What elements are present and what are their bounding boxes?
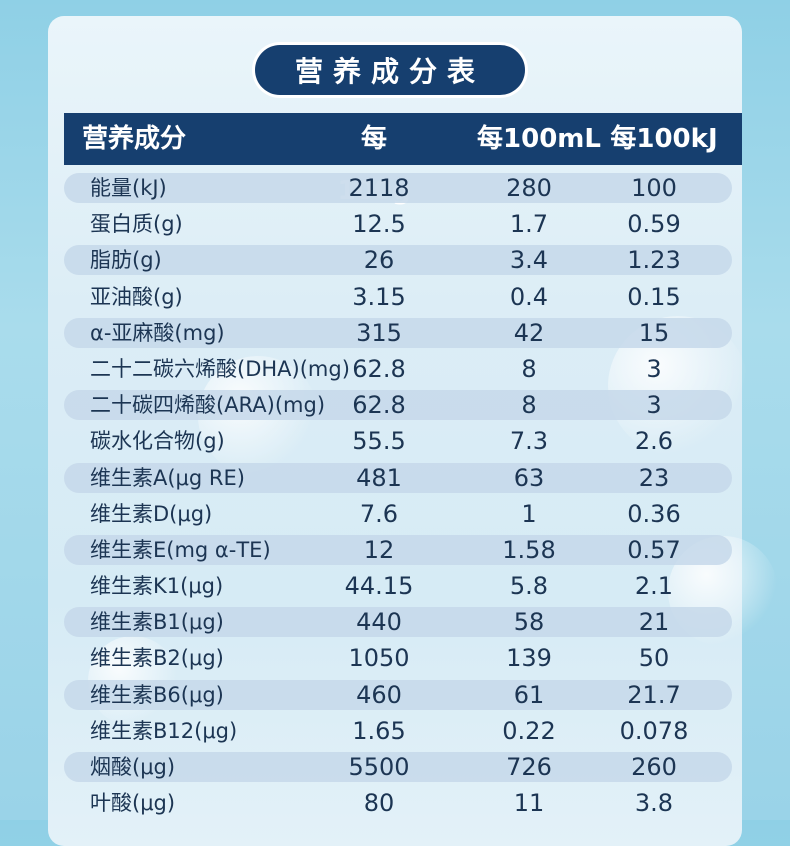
value-per-100g: 44.15: [344, 572, 414, 601]
value-per-100ml: 8: [521, 391, 537, 420]
value-per-100ml: 3.4: [509, 246, 549, 275]
nutrient-name: 蛋白质(g): [90, 212, 183, 237]
value-per-100ml: 42: [513, 318, 545, 347]
nutrient-name: 维生素K1(μg): [90, 574, 224, 599]
value-per-100kj: 3.8: [634, 789, 674, 818]
value-per-100g: 1.65: [352, 716, 406, 745]
table-row: 亚油酸(g) 3.15 0.4 0.15: [64, 279, 742, 315]
nutrient-name: 烟酸(μg): [90, 755, 176, 779]
table-row: 蛋白质(g) 12.5 1.7 0.59: [64, 206, 742, 242]
header-per-100ml: 每100mL: [477, 124, 601, 154]
value-per-100ml: 58: [513, 608, 545, 637]
value-per-100kj: 15: [638, 318, 670, 347]
value-per-100ml: 7.3: [509, 427, 549, 456]
table-row: 维生素K1(μg) 44.15 5.8 2.1: [64, 568, 742, 604]
value-per-100g: 315: [356, 318, 402, 347]
value-per-100g: 26: [363, 246, 395, 275]
value-per-100g: 1050: [348, 644, 410, 673]
table-row: 烟酸(μg) 5500 726 260: [64, 749, 742, 785]
value-per-100ml: 8: [521, 354, 537, 383]
nutrient-name: α-亚麻酸(mg): [90, 320, 225, 345]
value-per-100ml: 1: [521, 499, 537, 528]
table-row: 维生素A(μg RE) 481 63 23: [64, 460, 742, 496]
value-per-100g: 5500: [348, 753, 410, 781]
value-per-100ml: 1.7: [509, 210, 549, 239]
table-title: 营养成分表: [255, 45, 525, 95]
nutrient-name: 二十碳四烯酸(ARA)(mg): [90, 393, 326, 418]
value-per-100g: 440: [356, 608, 402, 637]
value-per-100ml: 139: [506, 644, 552, 673]
value-per-100g: 62.8: [352, 354, 406, 383]
table-row: 能量(kJ) 2118 280 100: [64, 170, 742, 206]
table-row: 二十碳四烯酸(ARA)(mg) 62.8 8 3: [64, 387, 742, 423]
table-row: 叶酸(μg) 80 11 3.8: [64, 785, 742, 821]
table-row: 维生素B12(μg) 1.65 0.22 0.078: [64, 713, 742, 749]
value-per-100kj: 3: [646, 354, 662, 383]
value-per-100kj: 21: [638, 608, 670, 637]
value-per-100kj: 0.078: [619, 716, 689, 745]
nutrient-name: 能量(kJ): [90, 176, 167, 200]
nutrient-name: 维生素D(μg): [90, 501, 213, 526]
value-per-100kj: 1.23: [627, 246, 681, 275]
table-row: α-亚麻酸(mg) 315 42 15: [64, 315, 742, 351]
nutrient-name: 二十二碳六烯酸(DHA)(mg): [90, 356, 350, 381]
nutrient-name: 维生素B1(μg): [90, 610, 224, 635]
value-per-100g: 2118: [348, 174, 410, 202]
value-per-100kj: 0.15: [627, 282, 681, 311]
table-row: 维生素E(mg α-TE) 12 1.58 0.57: [64, 532, 742, 568]
value-per-100ml: 11: [513, 789, 545, 818]
value-per-100ml: 0.22: [502, 716, 556, 745]
nutrient-name: 维生素B12(μg): [90, 718, 238, 743]
value-per-100kj: 0.36: [627, 499, 681, 528]
value-per-100kj: 23: [638, 463, 670, 492]
nutrient-name: 亚油酸(g): [90, 284, 183, 309]
value-per-100kj: 2.6: [634, 427, 674, 456]
value-per-100g: 80: [363, 789, 395, 818]
value-per-100ml: 280: [506, 174, 552, 202]
value-per-100ml: 0.4: [509, 282, 549, 311]
nutrient-name: 维生素B6(μg): [90, 682, 224, 707]
value-per-100ml: 61: [513, 680, 545, 709]
nutrient-name: 叶酸(μg): [90, 791, 176, 816]
value-per-100ml: 5.8: [509, 572, 549, 601]
table-row: 碳水化合物(g) 55.5 7.3 2.6: [64, 423, 742, 459]
value-per-100kj: 0.57: [627, 535, 681, 564]
value-per-100g: 7.6: [359, 499, 399, 528]
table-row: 维生素B1(μg) 440 58 21: [64, 604, 742, 640]
table-row: 脂肪(g) 26 3.4 1.23: [64, 242, 742, 278]
value-per-100g: 55.5: [352, 427, 406, 456]
value-per-100kj: 100: [631, 174, 677, 202]
value-per-100kj: 2.1: [634, 572, 674, 601]
value-per-100g: 481: [356, 463, 402, 492]
value-per-100ml: 1.58: [502, 535, 556, 564]
value-per-100g: 12: [363, 535, 395, 564]
nutrient-name: 碳水化合物(g): [90, 429, 225, 454]
value-per-100g: 3.15: [352, 282, 406, 311]
value-per-100g: 62.8: [352, 391, 406, 420]
nutrient-name: 维生素E(mg α-TE): [90, 537, 271, 562]
header-per-100kj: 每100kJ: [610, 124, 718, 154]
value-per-100kj: 50: [638, 644, 670, 673]
value-per-100g: 460: [356, 680, 402, 709]
nutrient-name: 维生素A(μg RE): [90, 465, 245, 490]
value-per-100kj: 3: [646, 391, 662, 420]
table-row: 二十二碳六烯酸(DHA)(mg) 62.8 8 3: [64, 351, 742, 387]
value-per-100ml: 726: [506, 753, 552, 781]
header-nutrient: 营养成分: [82, 124, 187, 154]
value-per-100kj: 260: [631, 753, 677, 781]
table-row: 维生素D(μg) 7.6 1 0.36: [64, 496, 742, 532]
value-per-100kj: 0.59: [627, 210, 681, 239]
nutrient-name: 脂肪(g): [90, 248, 162, 273]
table-row: 维生素B2(μg) 1050 139 50: [64, 640, 742, 676]
nutrition-rows: 能量(kJ) 2118 280 100 蛋白质(g) 12.5 1.7 0.59…: [64, 170, 742, 821]
table-row: 维生素B6(μg) 460 61 21.7: [64, 677, 742, 713]
table-header: 营养成分 每100g 每100mL 每100kJ: [64, 113, 742, 206]
value-per-100kj: 21.7: [627, 680, 681, 709]
value-per-100g: 12.5: [352, 210, 406, 239]
value-per-100ml: 63: [513, 463, 545, 492]
nutrient-name: 维生素B2(μg): [90, 646, 224, 671]
